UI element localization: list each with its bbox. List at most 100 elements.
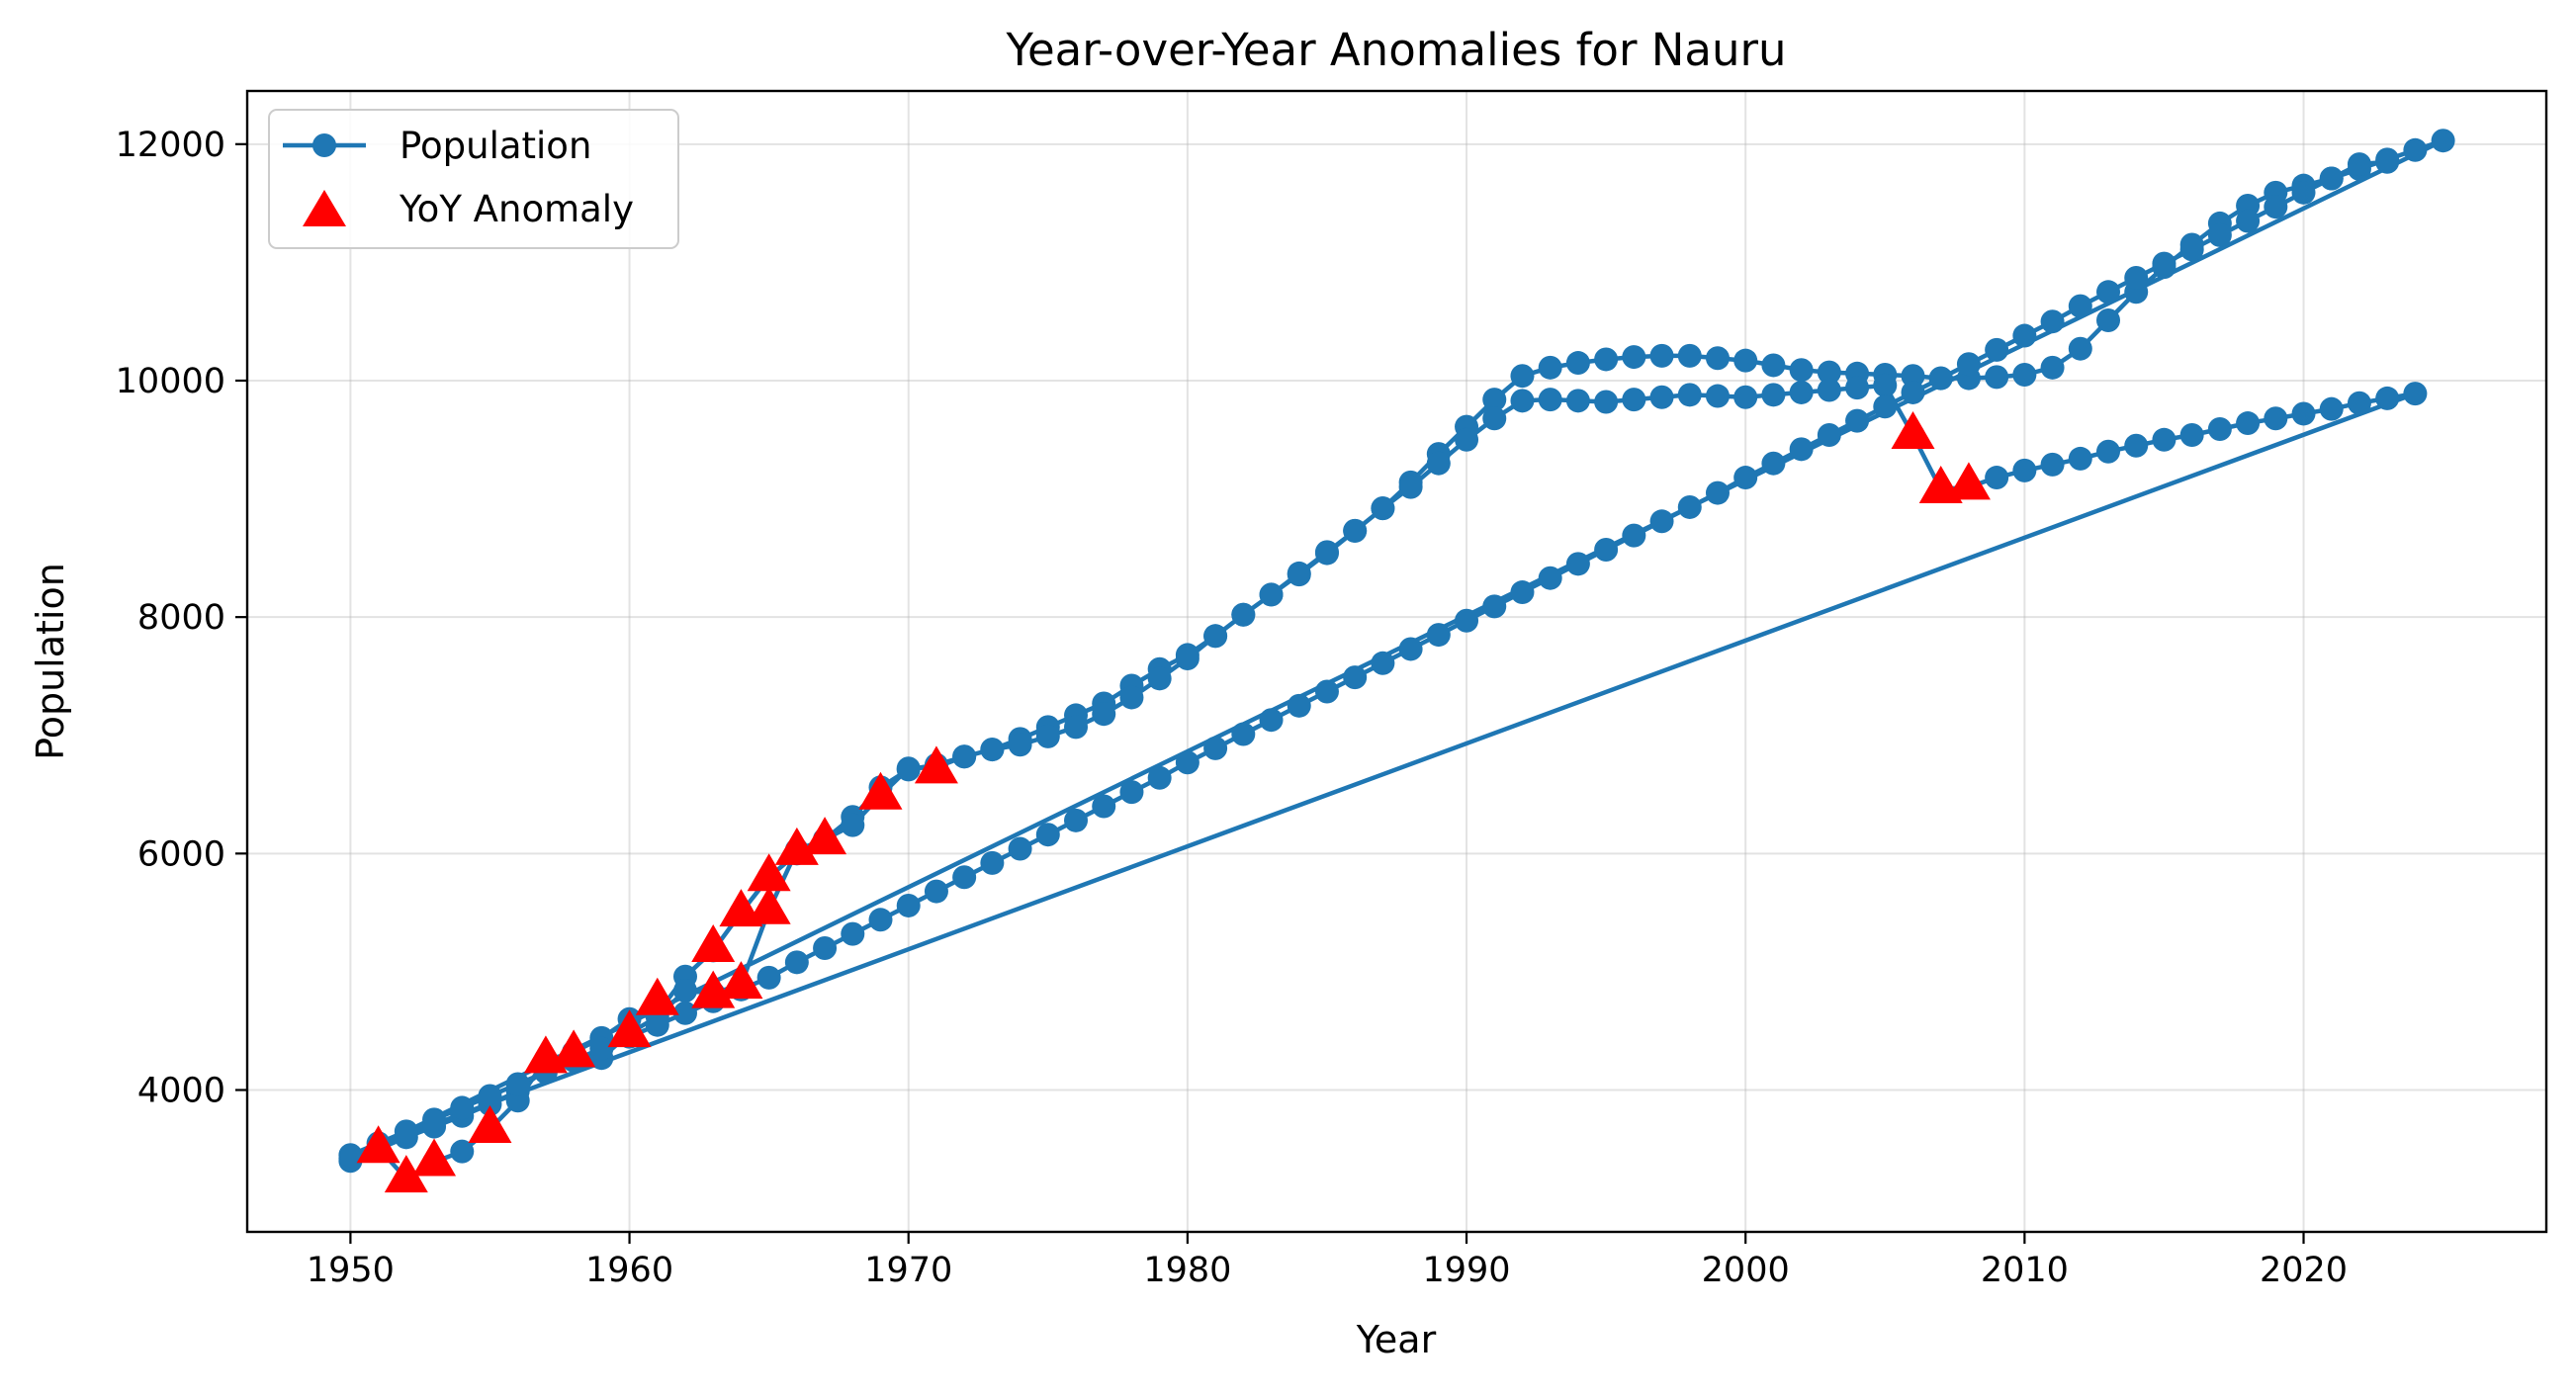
population-point [1119, 780, 1144, 805]
population-point [2264, 406, 2288, 431]
population-point [2207, 222, 2232, 247]
population-point [980, 850, 1005, 875]
legend-marker-anomaly [303, 190, 346, 226]
x-tick-label: 2010 [1981, 1251, 2069, 1290]
population-point [868, 908, 893, 932]
population-point [2319, 166, 2344, 191]
population-point [2403, 382, 2428, 406]
population-point [1064, 808, 1089, 832]
population-point [1538, 355, 1562, 380]
population-point [1455, 427, 1479, 452]
population-point [1956, 352, 1981, 377]
population-point [2012, 323, 2037, 348]
chart-title: Year-over-Year Anomalies for Nauru [1005, 24, 1786, 76]
population-point [2068, 446, 2092, 471]
anomaly-marker [691, 923, 736, 962]
population-point [2179, 237, 2204, 262]
y-tick-label: 10000 [116, 362, 225, 401]
population-point [2431, 129, 2455, 153]
population-point [1482, 388, 1507, 412]
population-point [1538, 388, 1562, 412]
anomaly-marker [803, 817, 847, 855]
population-point [2068, 294, 2092, 318]
population-point [1845, 376, 1870, 400]
population-point [1901, 380, 1925, 404]
population-point [1343, 518, 1368, 543]
population-point [2152, 427, 2176, 452]
anomaly-marker [719, 961, 763, 1000]
population-point [1008, 836, 1032, 861]
anomaly-marker [691, 970, 736, 1008]
population-point [1092, 702, 1116, 727]
anomaly-marker [747, 886, 791, 924]
population-point [1565, 389, 1590, 413]
population-point [1147, 765, 1172, 790]
population-point [1985, 365, 2009, 390]
population-point [2291, 180, 2316, 205]
population-point [1817, 378, 1841, 402]
population-point [2179, 422, 2204, 447]
population-point [1901, 364, 1925, 389]
population-point [1259, 582, 1284, 607]
population-point [672, 1001, 697, 1025]
population-point [784, 950, 809, 975]
population-point [1314, 679, 1339, 704]
population-point [1287, 563, 1311, 587]
population-point [1426, 451, 1451, 476]
population-point [1064, 715, 1089, 740]
x-tick-label: 1950 [307, 1251, 395, 1290]
y-axis-ticks: 4000 6000 8000 10000 12000 [116, 126, 247, 1110]
population-point [813, 935, 838, 960]
population-point [1482, 594, 1507, 619]
population-point [896, 756, 921, 781]
population-point [1705, 384, 1730, 408]
population-point [1119, 685, 1144, 710]
population-point [1733, 466, 1758, 490]
population-point [450, 1139, 475, 1164]
population-point [672, 979, 697, 1003]
population-point [1677, 343, 1702, 368]
legend: Population YoY Anomaly [268, 109, 679, 249]
population-point [1175, 750, 1199, 775]
population-point [2236, 209, 2261, 233]
population-point [2207, 417, 2232, 442]
population-point [1035, 823, 1060, 847]
anomaly-marker [468, 1104, 512, 1143]
population-point [505, 1089, 530, 1113]
population-point [1175, 647, 1199, 671]
population-point [2347, 391, 2371, 415]
population-point [1035, 724, 1060, 748]
population-point [1649, 343, 1674, 368]
population-point [2096, 439, 2121, 464]
y-tick-label: 12000 [116, 126, 225, 165]
population-point [1733, 385, 1758, 409]
population-point [478, 1084, 502, 1108]
population-point [1761, 353, 1786, 378]
population-point [2040, 452, 2065, 477]
population-point [1622, 388, 1646, 412]
x-tick-label: 1970 [864, 1251, 952, 1290]
x-axis-ticks: 1950 1960 1970 1980 1990 2000 2010 2020 [307, 1232, 2348, 1290]
population-point [2040, 309, 2065, 334]
population-point [1761, 383, 1786, 407]
population-point [2403, 137, 2428, 162]
population-point [2124, 433, 2149, 458]
population-point [1510, 364, 1535, 389]
x-tick-label: 1980 [1143, 1251, 1231, 1290]
population-point [1789, 358, 1814, 383]
legend-label-anomaly: YoY Anomaly [399, 188, 634, 230]
population-point [896, 893, 921, 917]
population-point [1287, 693, 1311, 718]
population-point [980, 738, 1005, 762]
population-point [1845, 408, 1870, 433]
x-tick-label: 2020 [2260, 1251, 2348, 1290]
population-point [1733, 348, 1758, 373]
population-point [1649, 385, 1674, 409]
population-point [841, 921, 865, 946]
population-point [1928, 366, 1953, 391]
population-point [1538, 566, 1562, 590]
population-point [1343, 665, 1368, 690]
population-point [422, 1107, 447, 1132]
